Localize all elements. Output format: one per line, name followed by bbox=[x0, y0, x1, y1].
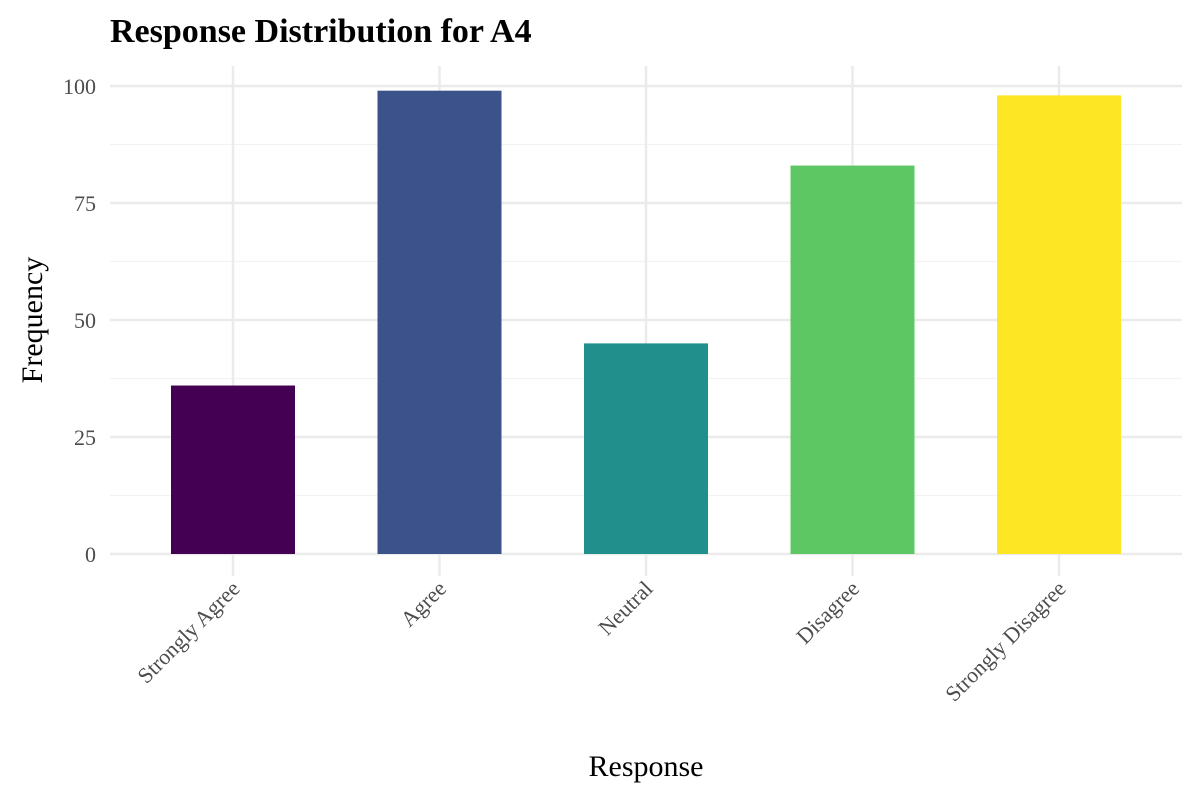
x-axis-title: Response bbox=[589, 750, 704, 783]
y-tick-label: 50 bbox=[74, 308, 96, 333]
y-tick-label: 75 bbox=[74, 191, 96, 216]
y-tick-label: 0 bbox=[85, 542, 96, 567]
bar-neutral bbox=[584, 343, 708, 554]
chart-title: Response Distribution for A4 bbox=[110, 13, 532, 50]
x-tick-label: Disagree bbox=[791, 576, 864, 649]
y-axis-ticks: 0 25 50 75 100 bbox=[63, 74, 96, 567]
y-tick-label: 25 bbox=[74, 425, 96, 450]
x-axis-ticks: Strongly Agree Agree Neutral Disagree Strong… bbox=[132, 576, 1070, 706]
bars bbox=[171, 90, 1121, 555]
bar-strongly-agree bbox=[171, 385, 295, 554]
bar-disagree bbox=[790, 165, 915, 554]
y-axis-title: Frequency bbox=[16, 257, 49, 384]
x-tick-label: Strongly Agree bbox=[132, 576, 244, 688]
y-tick-label: 100 bbox=[63, 74, 96, 99]
x-tick-label: Strongly Disagree bbox=[940, 576, 1070, 706]
bar-strongly-disagree bbox=[997, 95, 1121, 555]
x-tick-label: Neutral bbox=[593, 576, 657, 640]
bar-agree bbox=[377, 90, 502, 555]
x-tick-label: Agree bbox=[395, 576, 451, 632]
